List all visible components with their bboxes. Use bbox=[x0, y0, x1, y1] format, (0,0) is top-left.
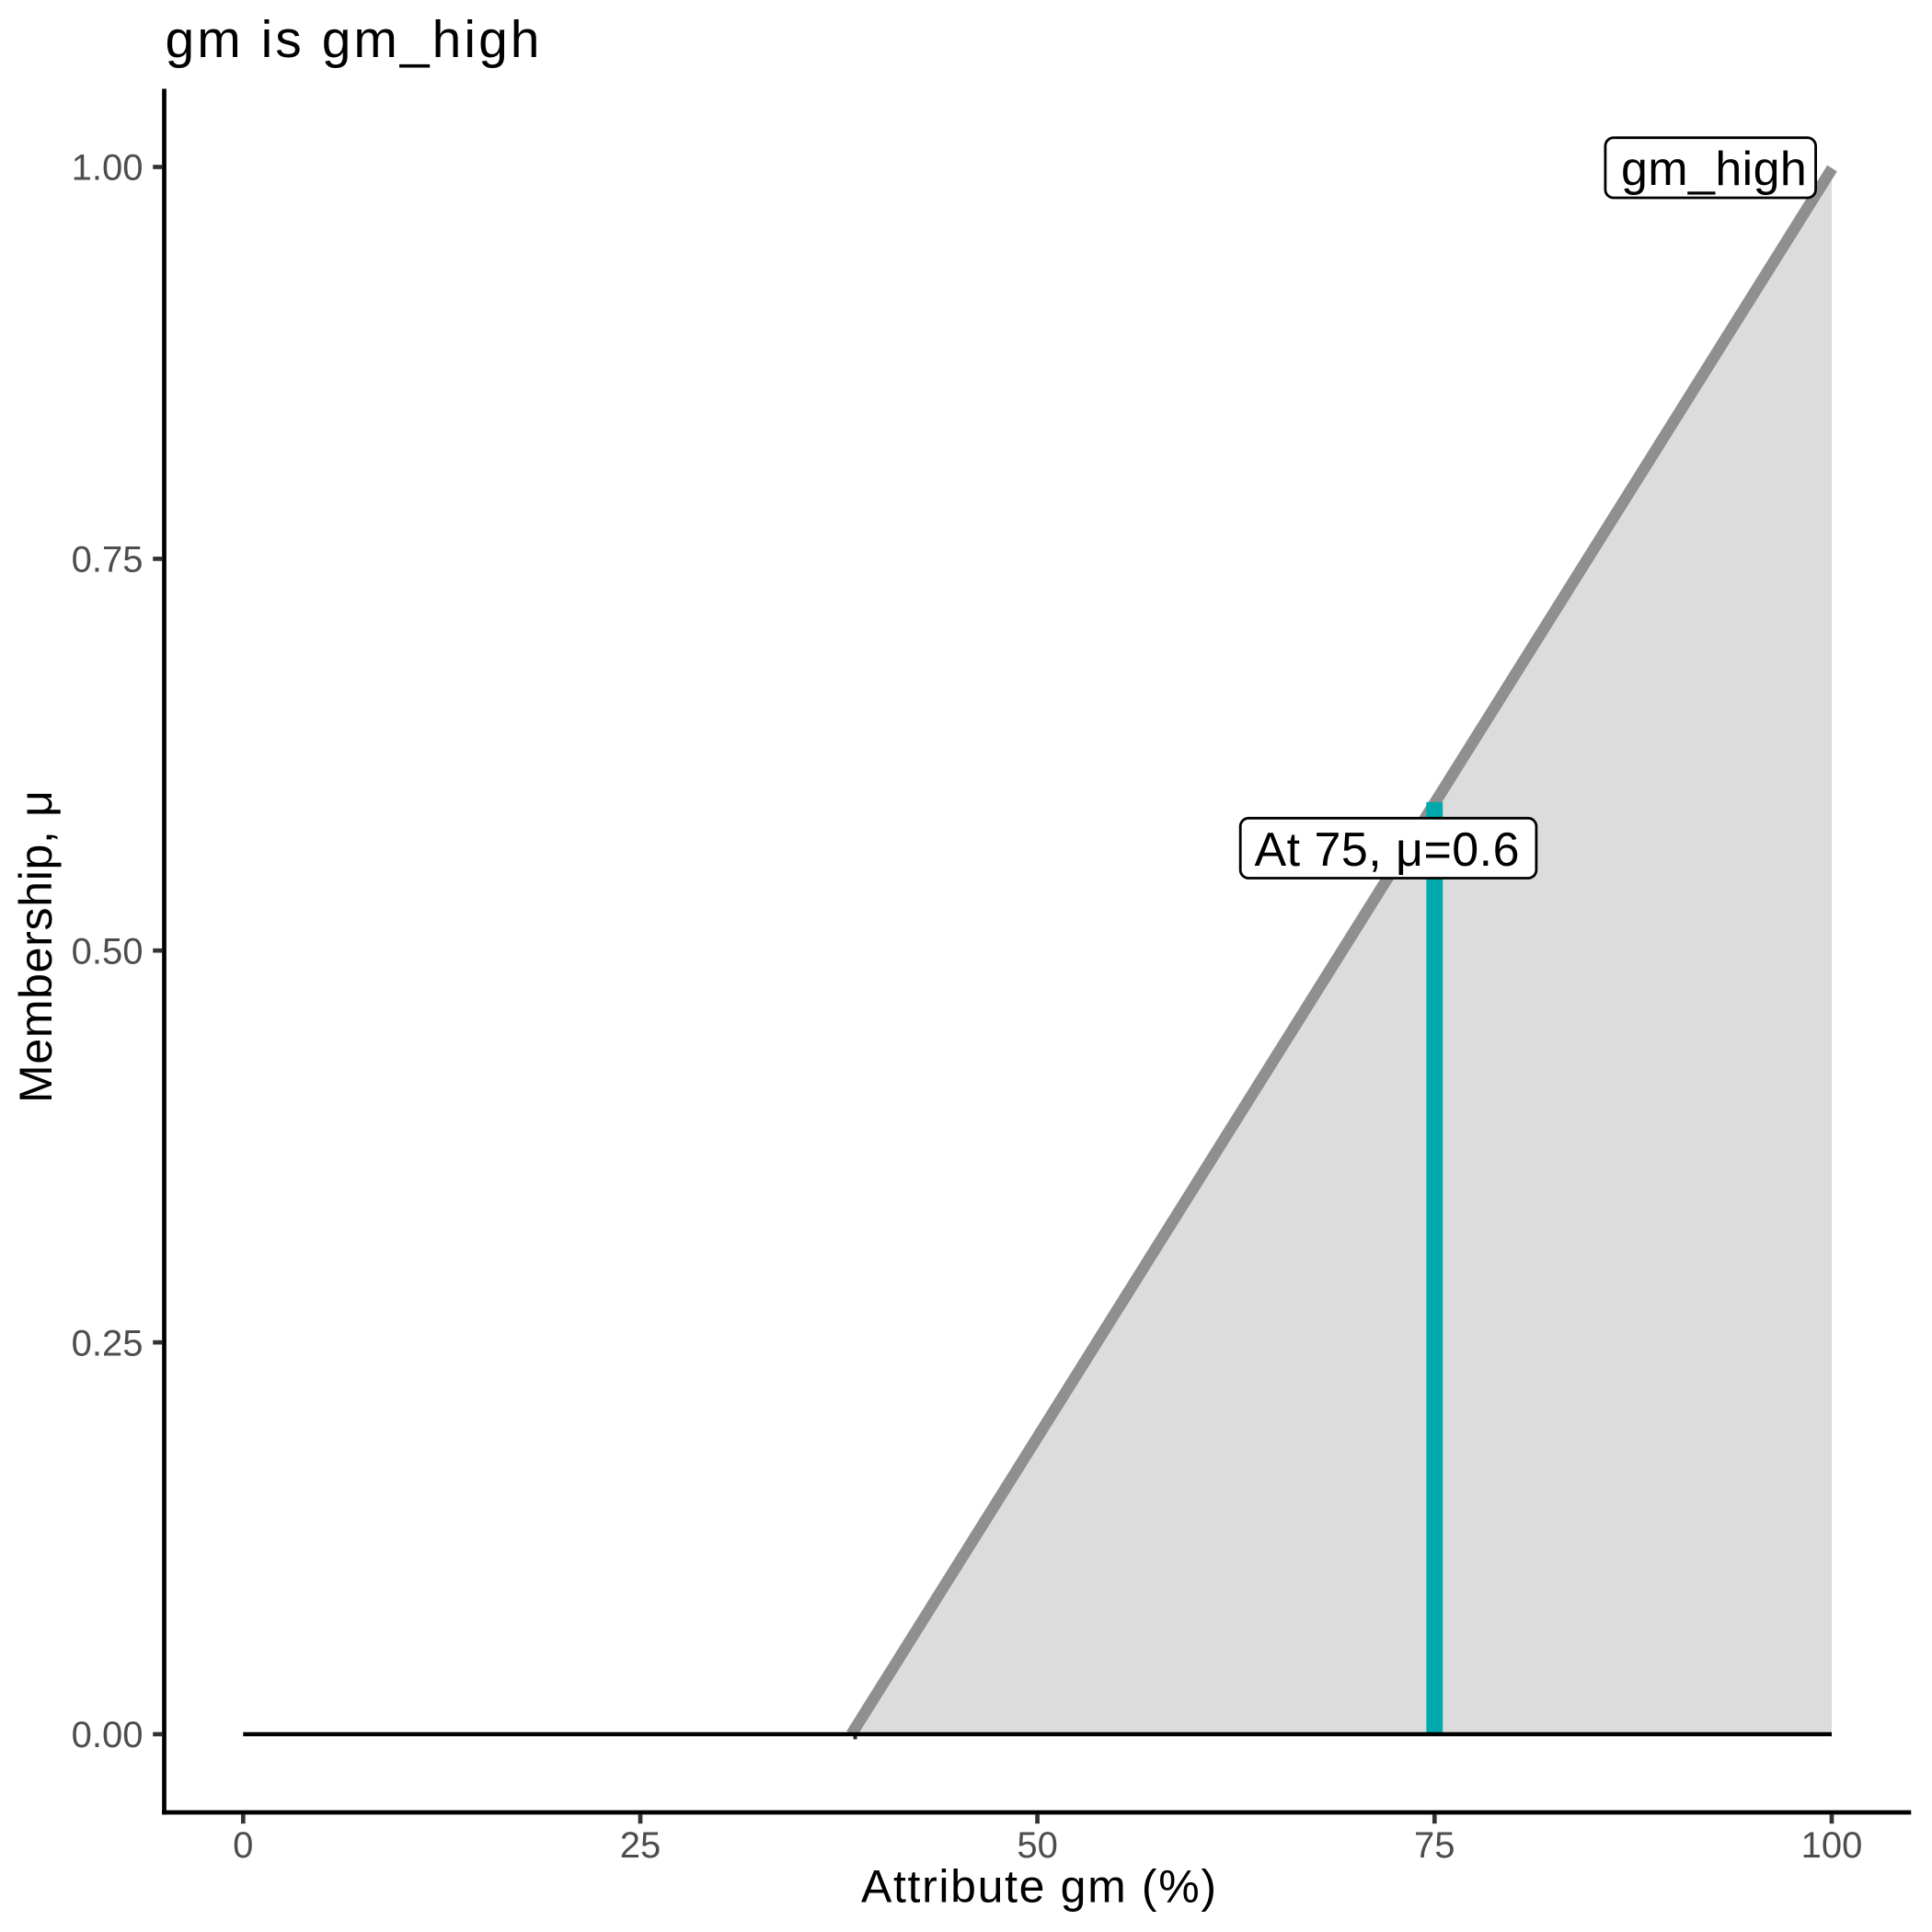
svg-text:Attribute gm (%): Attribute gm (%) bbox=[861, 1861, 1216, 1913]
svg-text:Membership, μ: Membership, μ bbox=[10, 790, 62, 1103]
svg-text:50: 50 bbox=[1017, 1825, 1058, 1866]
svg-text:0.50: 0.50 bbox=[72, 931, 144, 972]
svg-text:75: 75 bbox=[1414, 1825, 1455, 1866]
svg-text:1.00: 1.00 bbox=[72, 148, 144, 189]
svg-text:0: 0 bbox=[233, 1825, 253, 1866]
svg-text:25: 25 bbox=[620, 1825, 661, 1866]
svg-text:gm_high: gm_high bbox=[1621, 143, 1807, 196]
svg-text:0.75: 0.75 bbox=[72, 540, 144, 581]
svg-text:0.25: 0.25 bbox=[72, 1323, 144, 1363]
svg-text:At 75, μ=0.6: At 75, μ=0.6 bbox=[1255, 823, 1520, 877]
svg-text:0.00: 0.00 bbox=[72, 1715, 144, 1755]
svg-text:100: 100 bbox=[1801, 1825, 1863, 1866]
